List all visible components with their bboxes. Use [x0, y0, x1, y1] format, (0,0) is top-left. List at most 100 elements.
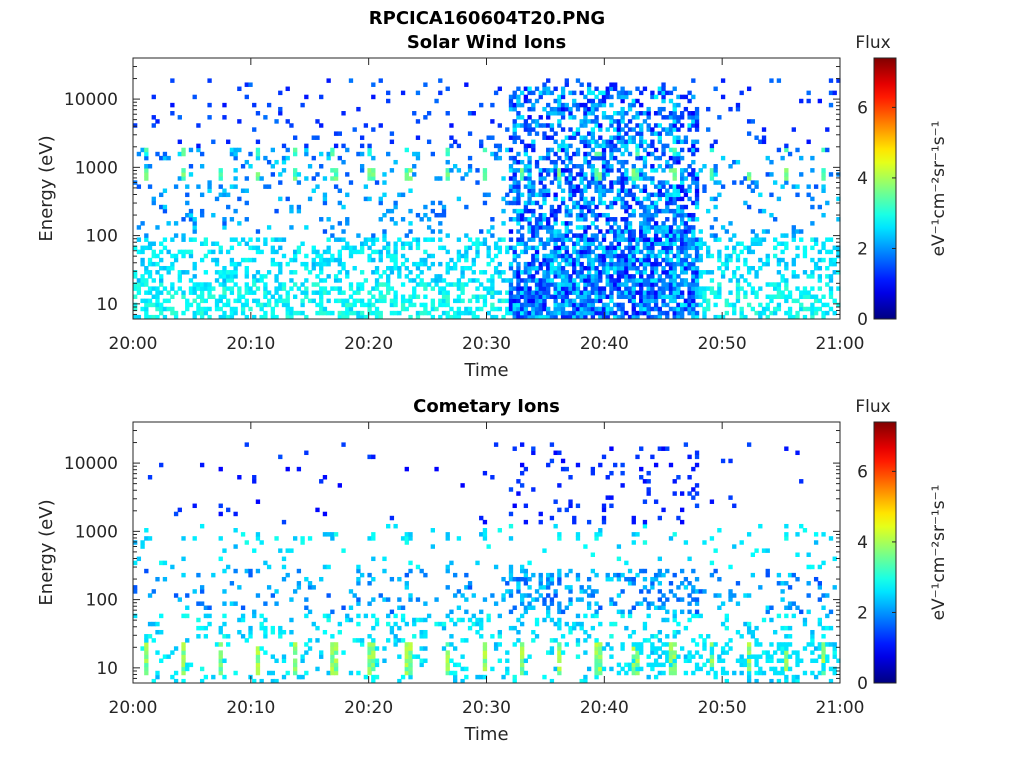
flux-cell: [713, 302, 718, 308]
flux-cell: [679, 188, 685, 193]
flux-cell: [694, 650, 700, 655]
flux-cell: [739, 540, 744, 545]
flux-cell: [237, 298, 242, 304]
flux-cell: [810, 270, 815, 275]
flux-cell: [490, 593, 495, 598]
flux-cell: [575, 217, 581, 222]
flux-cell: [155, 650, 160, 655]
flux-cell: [553, 286, 558, 291]
x-tick-label: 20:40: [580, 334, 629, 354]
flux-cell: [784, 642, 789, 647]
flux-cell: [199, 310, 205, 316]
flux-cell: [352, 302, 357, 308]
flux-cell: [635, 172, 640, 177]
flux-cell: [691, 225, 696, 230]
flux-cell: [590, 131, 596, 136]
flux-cell: [646, 176, 651, 181]
flux-cell: [609, 503, 614, 509]
flux-cell: [739, 306, 744, 312]
flux-cell: [155, 290, 160, 295]
flux-cell: [650, 662, 655, 668]
flux-cell: [371, 666, 376, 672]
flux-cell: [527, 106, 532, 112]
flux-cell: [560, 253, 566, 259]
flux-cell: [371, 294, 376, 300]
flux-cell: [627, 151, 633, 157]
flux-cell: [687, 261, 692, 267]
flux-cell: [211, 257, 216, 263]
flux-cell: [374, 286, 380, 291]
flux-cell: [464, 257, 469, 263]
flux-cell: [523, 119, 529, 124]
flux-cell: [698, 168, 703, 173]
flux-cell: [538, 90, 543, 96]
flux-cell: [226, 634, 231, 639]
flux-cell: [214, 241, 220, 246]
flux-cell: [679, 115, 685, 120]
flux-cell: [263, 625, 268, 631]
flux-cell: [512, 180, 517, 185]
flux-cell: [743, 257, 748, 263]
flux-cell: [598, 274, 603, 279]
flux-cell: [713, 642, 718, 647]
flux-cell: [784, 261, 789, 267]
flux-cell: [512, 245, 517, 251]
flux-cell: [475, 298, 480, 304]
flux-cell: [549, 442, 555, 447]
flux-cell: [642, 621, 648, 627]
flux-cell: [371, 662, 376, 668]
flux-cell: [348, 249, 354, 255]
flux-cell: [546, 78, 551, 83]
flux-cell: [583, 274, 588, 279]
flux-cell: [456, 589, 462, 594]
flux-cell: [538, 188, 543, 193]
flux-cell: [173, 310, 179, 316]
flux-cell: [746, 646, 752, 651]
flux-cell: [579, 164, 584, 169]
flux-cell: [758, 585, 763, 590]
flux-cell: [519, 294, 525, 300]
flux-cell: [315, 253, 320, 259]
flux-cell: [497, 123, 502, 128]
flux-cell: [616, 188, 622, 193]
flux-cell: [177, 507, 182, 513]
flux-cell: [639, 446, 644, 451]
flux-cell: [579, 82, 584, 87]
flux-cell: [531, 200, 536, 206]
flux-cell: [620, 310, 625, 316]
flux-cell: [694, 290, 700, 295]
flux-cell: [672, 119, 677, 124]
flux-cell: [765, 172, 770, 177]
flux-cell: [780, 233, 785, 238]
flux-cell: [173, 257, 179, 263]
flux-cell: [490, 217, 495, 222]
flux-cell: [315, 666, 320, 672]
flux-cell: [583, 217, 588, 222]
flux-cell: [601, 261, 607, 267]
flux-cell: [665, 609, 670, 615]
flux-cell: [527, 131, 532, 136]
flux-cell: [709, 658, 715, 664]
flux-cell: [787, 642, 793, 647]
flux-cell: [151, 115, 156, 120]
flux-cell: [676, 184, 681, 189]
flux-cell: [371, 625, 376, 631]
flux-cell: [691, 168, 696, 173]
flux-cell: [706, 253, 711, 259]
flux-cell: [609, 180, 614, 185]
flux-cell: [237, 617, 242, 623]
flux-cell: [542, 245, 547, 251]
flux-cell: [408, 294, 413, 300]
flux-cell: [382, 233, 387, 238]
flux-cell: [185, 613, 190, 619]
flux-cell: [289, 642, 294, 647]
flux-cell: [709, 572, 715, 578]
flux-cell: [270, 310, 275, 316]
flux-cell: [668, 115, 674, 120]
flux-cell: [616, 314, 622, 320]
flux-cell: [761, 617, 767, 623]
flux-cell: [218, 642, 223, 647]
flux-cell: [222, 589, 227, 594]
flux-cell: [694, 257, 700, 263]
flux-cell: [586, 634, 592, 639]
